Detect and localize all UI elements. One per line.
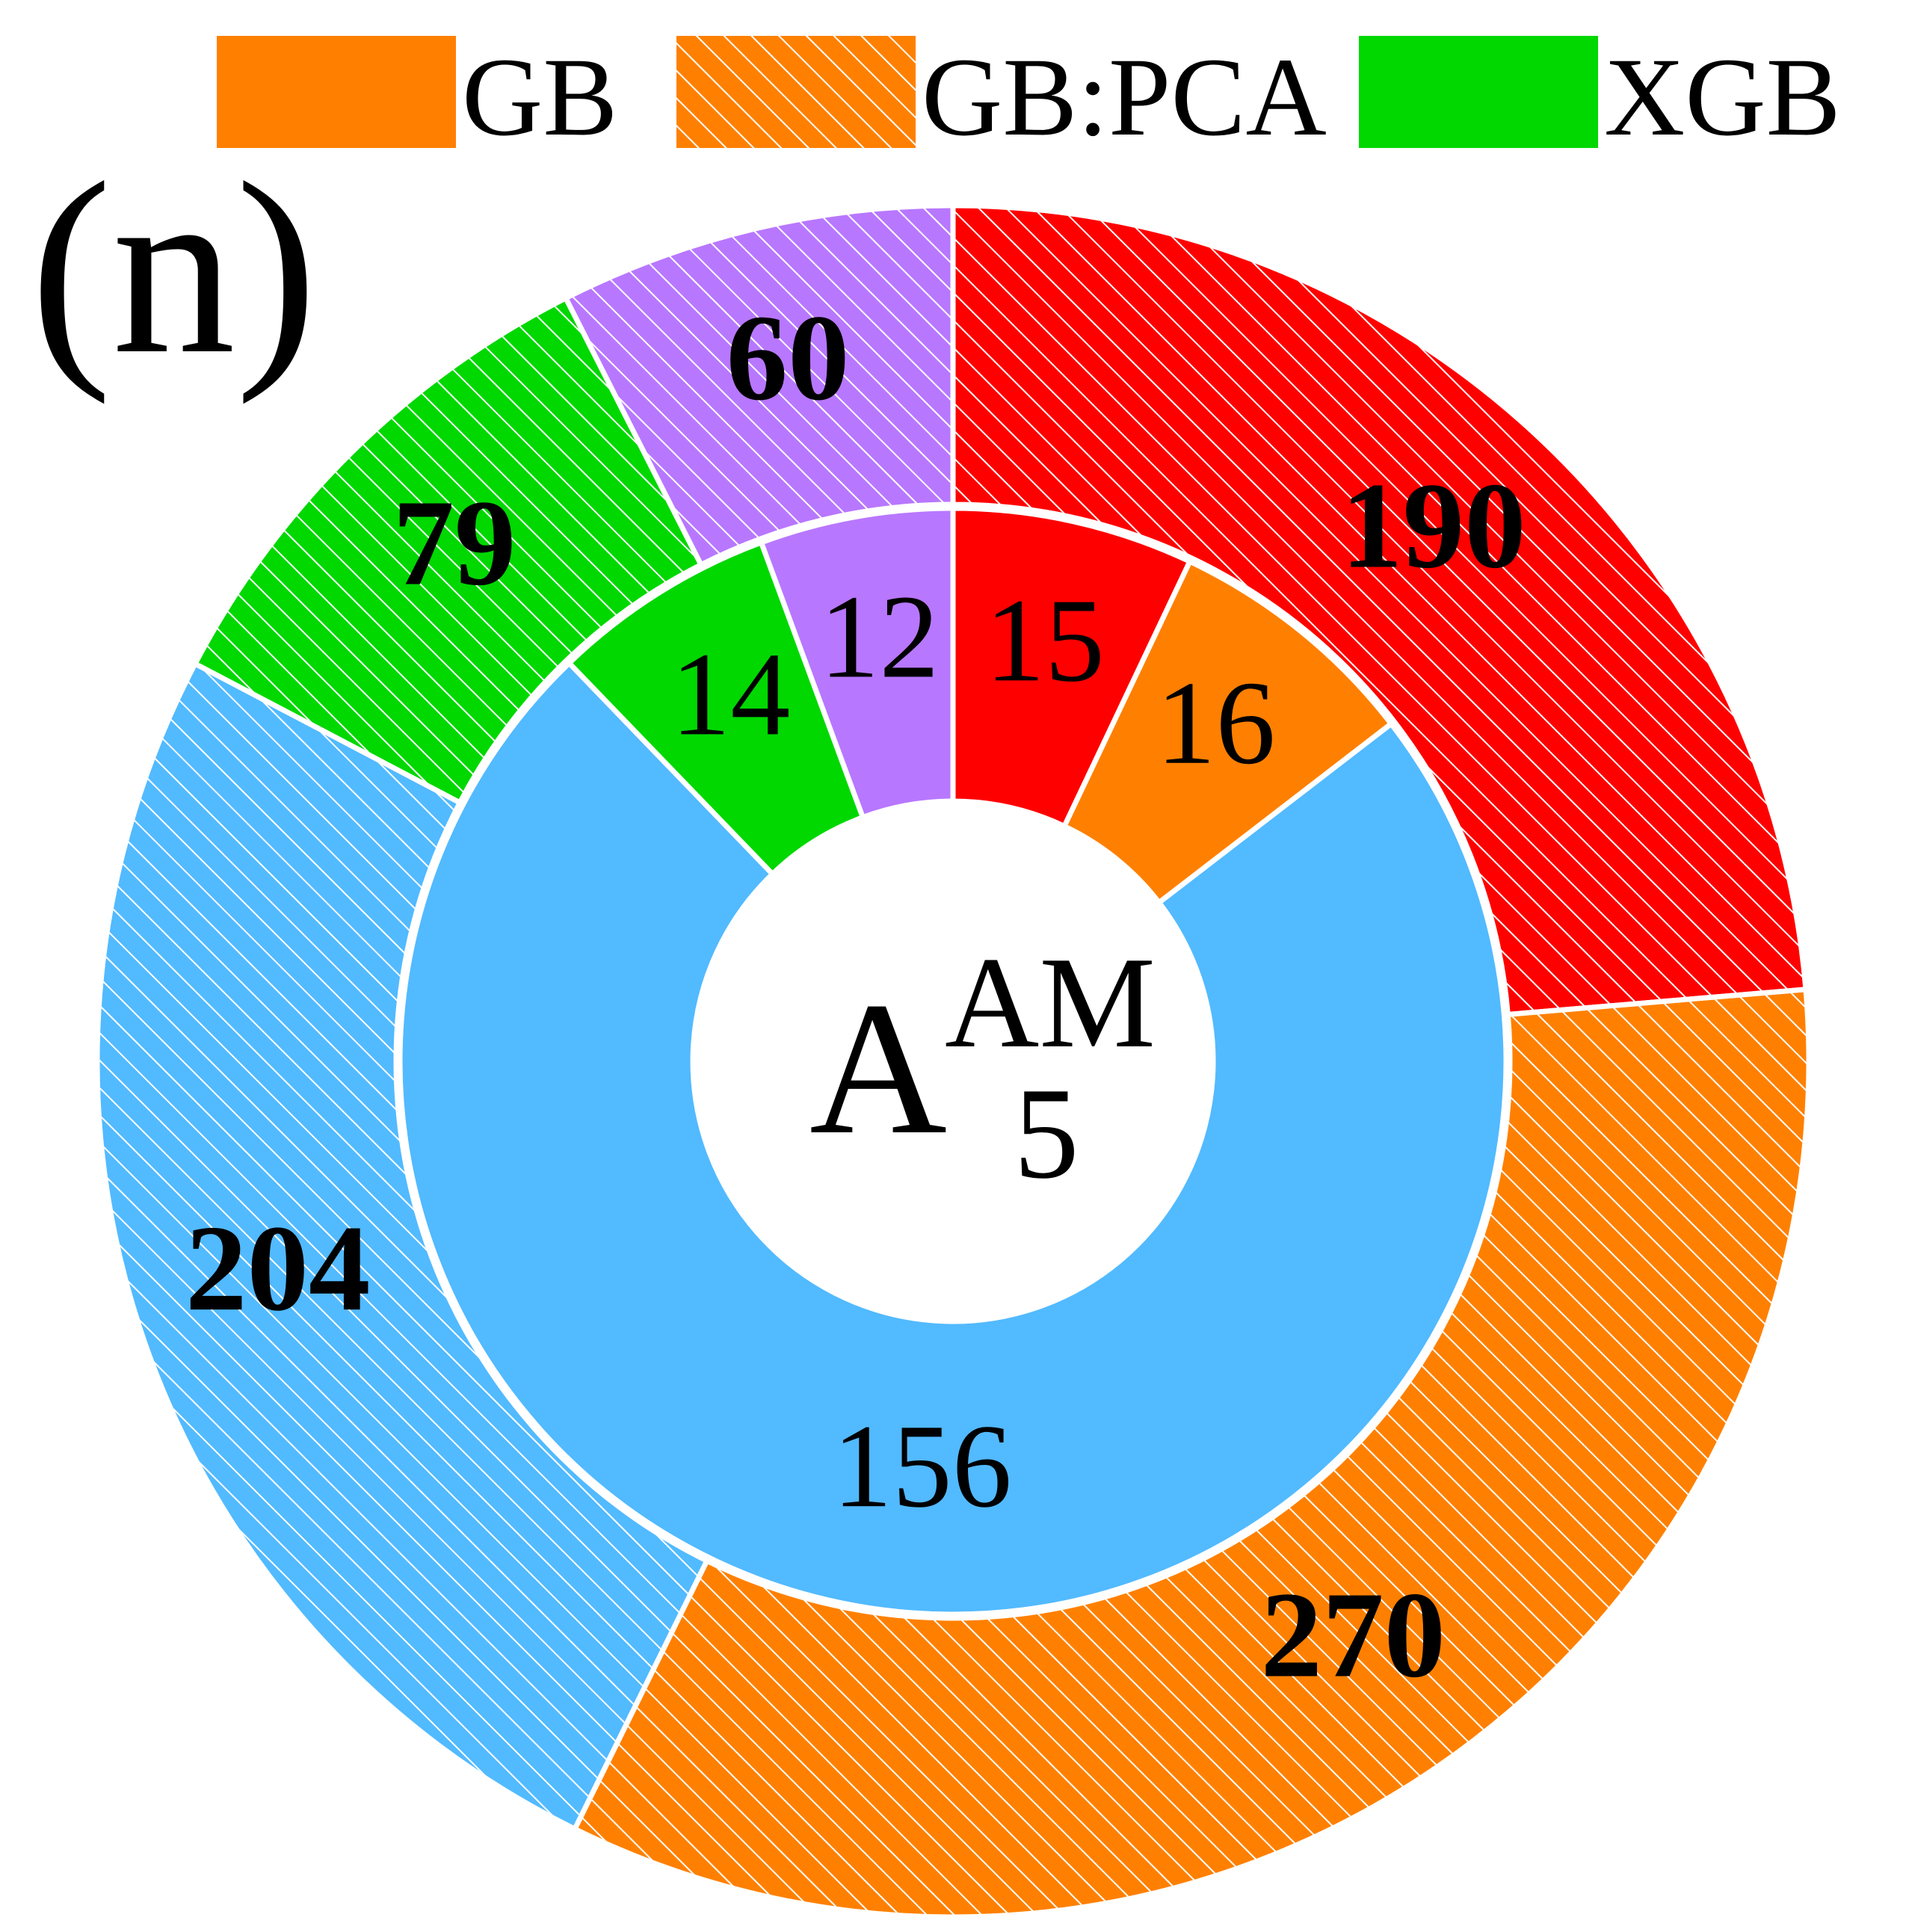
legend-label-xgb: XGB	[1604, 35, 1841, 159]
panel-label: (n)	[30, 132, 318, 405]
inner-ring-label-1: 16	[1156, 656, 1275, 789]
outer-ring-label-2: 204	[185, 1200, 371, 1336]
outer-ring-label-4: 60	[727, 289, 850, 426]
outer-ring-labels: 190 270 204 79 60	[185, 289, 1526, 1703]
center-label-subscript: 5	[1014, 1061, 1079, 1206]
legend-swatch-gb	[217, 36, 456, 148]
inner-ring-slice-2	[397, 659, 1509, 1617]
inner-ring-slice-4	[757, 505, 956, 821]
inner-ring	[397, 505, 1509, 1617]
outer-ring-slice-1	[571, 987, 1812, 1920]
legend-label-gb: GB	[462, 35, 617, 159]
inner-ring-slice-1	[1061, 558, 1395, 907]
legend: GB GB:PCA XGB	[217, 35, 1841, 159]
center-label-superscript: AM	[945, 930, 1156, 1075]
inner-ring-label-4: 12	[819, 570, 939, 703]
outer-ring-slice-2	[94, 660, 711, 1833]
legend-swatch-gb-pca	[676, 36, 916, 148]
outer-ring-label-1: 270	[1261, 1567, 1446, 1703]
outer-ring-label-0: 190	[1341, 457, 1526, 593]
inner-ring-label-3: 14	[670, 627, 790, 760]
center-label-main: A	[809, 963, 947, 1174]
outer-ring-slice-0	[950, 203, 1809, 1018]
inner-ring-slice-0	[950, 505, 1194, 830]
inner-ring-labels: 15 16 156 14 12	[670, 570, 1275, 1532]
legend-label-gb-pca: GB:PCA	[922, 35, 1327, 159]
inner-ring-label-0: 15	[985, 573, 1105, 706]
inner-ring-label-2: 156	[833, 1399, 1012, 1532]
outer-ring	[94, 203, 1812, 1920]
center-label: A AM 5	[809, 930, 1156, 1206]
legend-swatch-xgb	[1359, 36, 1598, 148]
outer-ring-slice-3	[191, 294, 705, 806]
outer-ring-slice-4	[562, 203, 956, 569]
outer-ring-label-3: 79	[392, 475, 516, 611]
